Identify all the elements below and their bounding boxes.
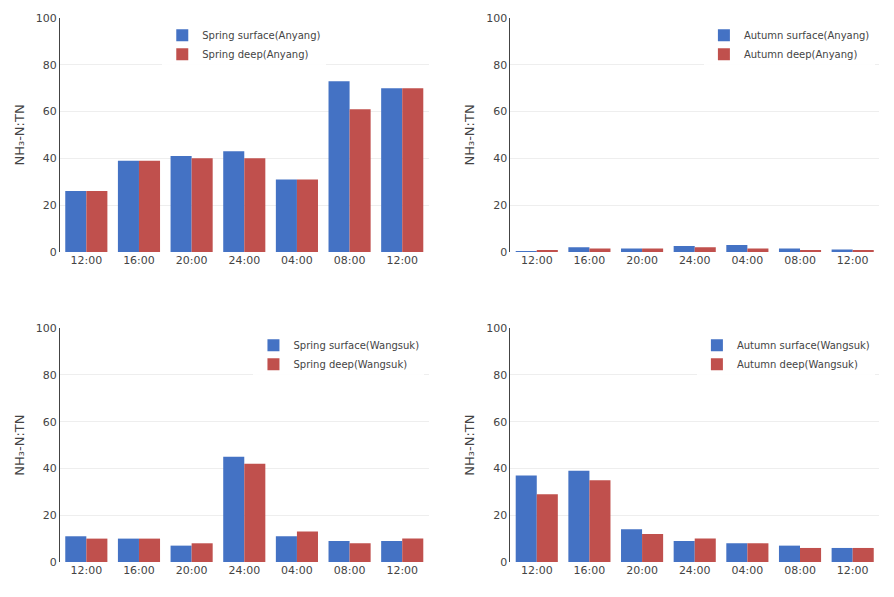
svg-text:0: 0 [500,556,507,569]
svg-text:60: 60 [493,416,507,429]
svg-text:Autumn surface(Wangsuk): Autumn surface(Wangsuk) [737,340,870,351]
svg-text:24:00: 24:00 [679,254,711,267]
svg-text:16:00: 16:00 [574,254,606,267]
svg-text:0: 0 [500,246,507,259]
svg-text:80: 80 [43,59,57,72]
svg-text:60: 60 [43,105,57,118]
svg-text:Spring surface(Anyang): Spring surface(Anyang) [202,30,320,41]
svg-text:08:00: 08:00 [784,564,816,577]
svg-text:80: 80 [43,369,57,382]
svg-text:100: 100 [36,322,57,335]
svg-text:20: 20 [493,199,507,212]
svg-text:08:00: 08:00 [334,254,366,267]
svg-text:60: 60 [493,105,507,118]
svg-text:100: 100 [486,12,507,25]
svg-text:12:00: 12:00 [837,254,869,267]
svg-text:NH₃-N:TN: NH₃-N:TN [12,104,27,165]
svg-text:40: 40 [43,462,57,475]
svg-text:16:00: 16:00 [123,564,155,577]
svg-text:08:00: 08:00 [334,564,366,577]
svg-text:12:00: 12:00 [386,254,418,267]
svg-text:04:00: 04:00 [732,564,764,577]
svg-text:40: 40 [493,152,507,165]
svg-text:16:00: 16:00 [574,564,606,577]
svg-text:40: 40 [43,152,57,165]
svg-text:Spring surface(Wangsuk): Spring surface(Wangsuk) [293,340,419,351]
svg-text:12:00: 12:00 [521,564,553,577]
svg-text:24:00: 24:00 [679,564,711,577]
svg-text:80: 80 [493,369,507,382]
svg-text:16:00: 16:00 [123,254,155,267]
svg-text:12:00: 12:00 [70,254,102,267]
svg-text:24:00: 24:00 [228,564,260,577]
svg-text:20:00: 20:00 [626,564,658,577]
svg-text:20:00: 20:00 [176,254,208,267]
svg-text:04:00: 04:00 [732,254,764,267]
svg-text:12:00: 12:00 [70,564,102,577]
svg-text:0: 0 [50,246,57,259]
svg-text:Autumn deep(Wangsuk): Autumn deep(Wangsuk) [737,359,858,370]
svg-text:NH₃-N:TN: NH₃-N:TN [462,414,477,475]
svg-text:04:00: 04:00 [281,254,313,267]
svg-text:20:00: 20:00 [176,564,208,577]
svg-text:24:00: 24:00 [228,254,260,267]
svg-text:Spring deep(Wangsuk): Spring deep(Wangsuk) [293,359,407,370]
svg-text:60: 60 [43,416,57,429]
svg-text:12:00: 12:00 [837,564,869,577]
svg-text:12:00: 12:00 [521,254,553,267]
svg-text:40: 40 [493,462,507,475]
svg-text:0: 0 [50,556,57,569]
svg-text:08:00: 08:00 [784,254,816,267]
svg-text:20: 20 [43,199,57,212]
svg-text:20: 20 [493,509,507,522]
svg-text:12:00: 12:00 [386,564,418,577]
svg-text:NH₃-N:TN: NH₃-N:TN [462,104,477,165]
svg-text:Autumn deep(Anyang): Autumn deep(Anyang) [744,49,858,60]
svg-text:04:00: 04:00 [281,564,313,577]
svg-text:Spring deep(Anyang): Spring deep(Anyang) [202,49,308,60]
svg-text:100: 100 [486,322,507,335]
svg-text:100: 100 [36,12,57,25]
svg-text:NH₃-N:TN: NH₃-N:TN [12,414,27,475]
svg-text:80: 80 [493,59,507,72]
svg-text:Autumn surface(Anyang): Autumn surface(Anyang) [744,30,869,41]
svg-text:20:00: 20:00 [626,254,658,267]
svg-text:20: 20 [43,509,57,522]
